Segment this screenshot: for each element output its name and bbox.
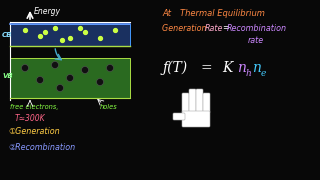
Text: rate: rate [248, 35, 264, 44]
FancyBboxPatch shape [189, 89, 196, 113]
FancyBboxPatch shape [196, 89, 203, 113]
Text: ②Recombination: ②Recombination [8, 143, 75, 152]
Circle shape [82, 66, 89, 73]
Text: n: n [237, 61, 246, 75]
Bar [10, 58, 130, 98]
FancyBboxPatch shape [182, 111, 210, 127]
Text: Generation: Generation [162, 24, 209, 33]
Text: Thermal Equilibrium: Thermal Equilibrium [180, 8, 265, 17]
Circle shape [36, 76, 44, 84]
Text: Energy: Energy [34, 6, 61, 15]
Text: free electrons,: free electrons, [10, 104, 59, 110]
Text: =: = [200, 61, 212, 75]
Text: ƒ(T): ƒ(T) [163, 61, 188, 75]
Text: =: = [222, 24, 229, 33]
Circle shape [97, 78, 103, 86]
Text: VB: VB [2, 73, 13, 79]
Text: CB: CB [2, 32, 12, 38]
Text: e: e [261, 69, 266, 78]
Text: At: At [162, 8, 171, 17]
Circle shape [52, 62, 59, 69]
Circle shape [21, 64, 28, 71]
Circle shape [57, 84, 63, 91]
FancyBboxPatch shape [182, 93, 189, 113]
Text: T≃300K: T≃300K [15, 114, 46, 123]
Text: Recombination: Recombination [227, 24, 287, 33]
Circle shape [67, 75, 74, 82]
Circle shape [107, 64, 114, 71]
Text: n: n [252, 61, 261, 75]
Text: ①Generation: ①Generation [8, 127, 60, 136]
Text: K: K [222, 61, 232, 75]
Text: holes: holes [100, 104, 118, 110]
Text: Rate: Rate [205, 24, 223, 33]
FancyBboxPatch shape [173, 113, 185, 120]
FancyBboxPatch shape [203, 93, 210, 113]
Text: h: h [246, 69, 252, 78]
Bar [10, 24, 130, 46]
